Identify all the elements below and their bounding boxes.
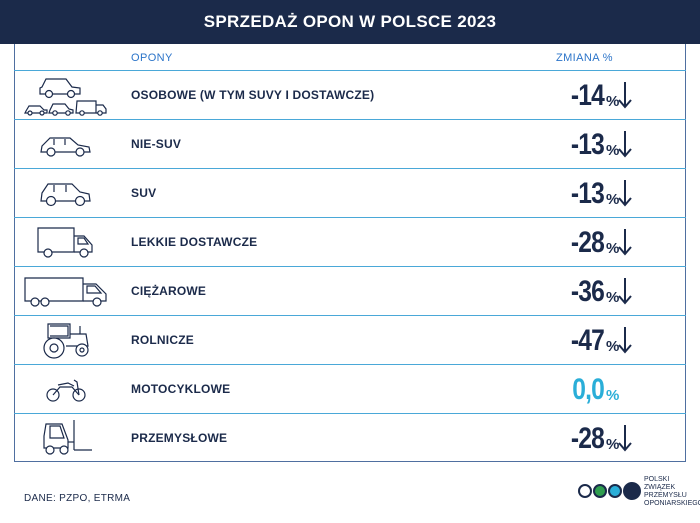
tractor-icon <box>18 318 114 362</box>
row-unit: % <box>606 142 620 159</box>
car-group-icon <box>18 73 114 117</box>
row-value: -28 <box>570 422 605 455</box>
table-row: PRZEMYSŁOWE -28 % <box>14 413 686 462</box>
table-row: ROLNICZE -47 % <box>14 315 686 364</box>
arrow-down-icon <box>618 131 632 158</box>
arrow-down-icon <box>618 425 632 452</box>
row-value: -13 <box>570 128 605 161</box>
arrow-down-icon <box>618 180 632 207</box>
table-row: MOTOCYKLOWE 0,0 % <box>14 364 686 413</box>
arrow-down-icon <box>618 327 632 354</box>
row-label: ROLNICZE <box>131 333 194 347</box>
pzpo-logo: POLSKI ZWIĄZEK PRZEMYSŁU OPONIARSKIEGO <box>578 474 700 514</box>
tire-sales-table: OSOBOWE (W TYM SUVY I DOSTAWCZE) -14 % N… <box>14 70 686 462</box>
table-row: LEKKIE DOSTAWCZE -28 % <box>14 217 686 266</box>
forklift-icon <box>18 416 114 460</box>
column-header-change: ZMIANA % <box>556 52 613 64</box>
row-unit: % <box>606 289 620 306</box>
row-value: -14 <box>570 79 605 112</box>
van-icon <box>18 220 114 264</box>
arrow-down-icon <box>618 278 632 305</box>
row-label: CIĘŻAROWE <box>131 284 207 298</box>
row-value: -28 <box>570 226 605 259</box>
row-label: LEKKIE DOSTAWCZE <box>131 235 258 249</box>
row-value: -47 <box>570 324 605 357</box>
arrow-down-icon <box>618 82 632 109</box>
table-row: OSOBOWE (W TYM SUVY I DOSTAWCZE) -14 % <box>14 70 686 119</box>
row-value: -13 <box>570 177 605 210</box>
row-label: OSOBOWE (W TYM SUVY I DOSTAWCZE) <box>131 88 375 102</box>
table-row: NIE-SUV -13 % <box>14 119 686 168</box>
row-value: -36 <box>570 275 605 308</box>
row-label: NIE-SUV <box>131 137 182 151</box>
row-unit: % <box>606 338 620 355</box>
row-unit: % <box>606 240 620 257</box>
row-label: PRZEMYSŁOWE <box>131 431 228 445</box>
truck-icon <box>18 269 114 313</box>
arrow-down-icon <box>618 229 632 256</box>
row-unit: % <box>606 93 620 110</box>
row-unit: % <box>606 191 620 208</box>
table-frame <box>14 44 686 462</box>
row-label: MOTOCYKLOWE <box>131 382 231 396</box>
row-unit: % <box>606 436 620 453</box>
logo-circles-icon <box>578 482 641 500</box>
table-row: SUV -13 % <box>14 168 686 217</box>
row-value: 0,0 <box>572 373 605 406</box>
sedan-icon <box>18 122 114 166</box>
table-row: CIĘŻAROWE -36 % <box>14 266 686 315</box>
motorcycle-icon <box>18 367 114 411</box>
header-bar: SPRZEDAŻ OPON W POLSCE 2023 <box>0 0 700 44</box>
row-label: SUV <box>131 186 157 200</box>
suv-icon <box>18 171 114 215</box>
column-header-tires: OPONY <box>131 52 173 64</box>
row-unit: % <box>606 387 620 404</box>
logo-text: POLSKI ZWIĄZEK PRZEMYSŁU OPONIARSKIEGO <box>644 476 700 507</box>
source-note: DANE: PZPO, ETRMA <box>24 493 131 504</box>
page-title: SPRZEDAŻ OPON W POLSCE 2023 <box>203 12 497 31</box>
